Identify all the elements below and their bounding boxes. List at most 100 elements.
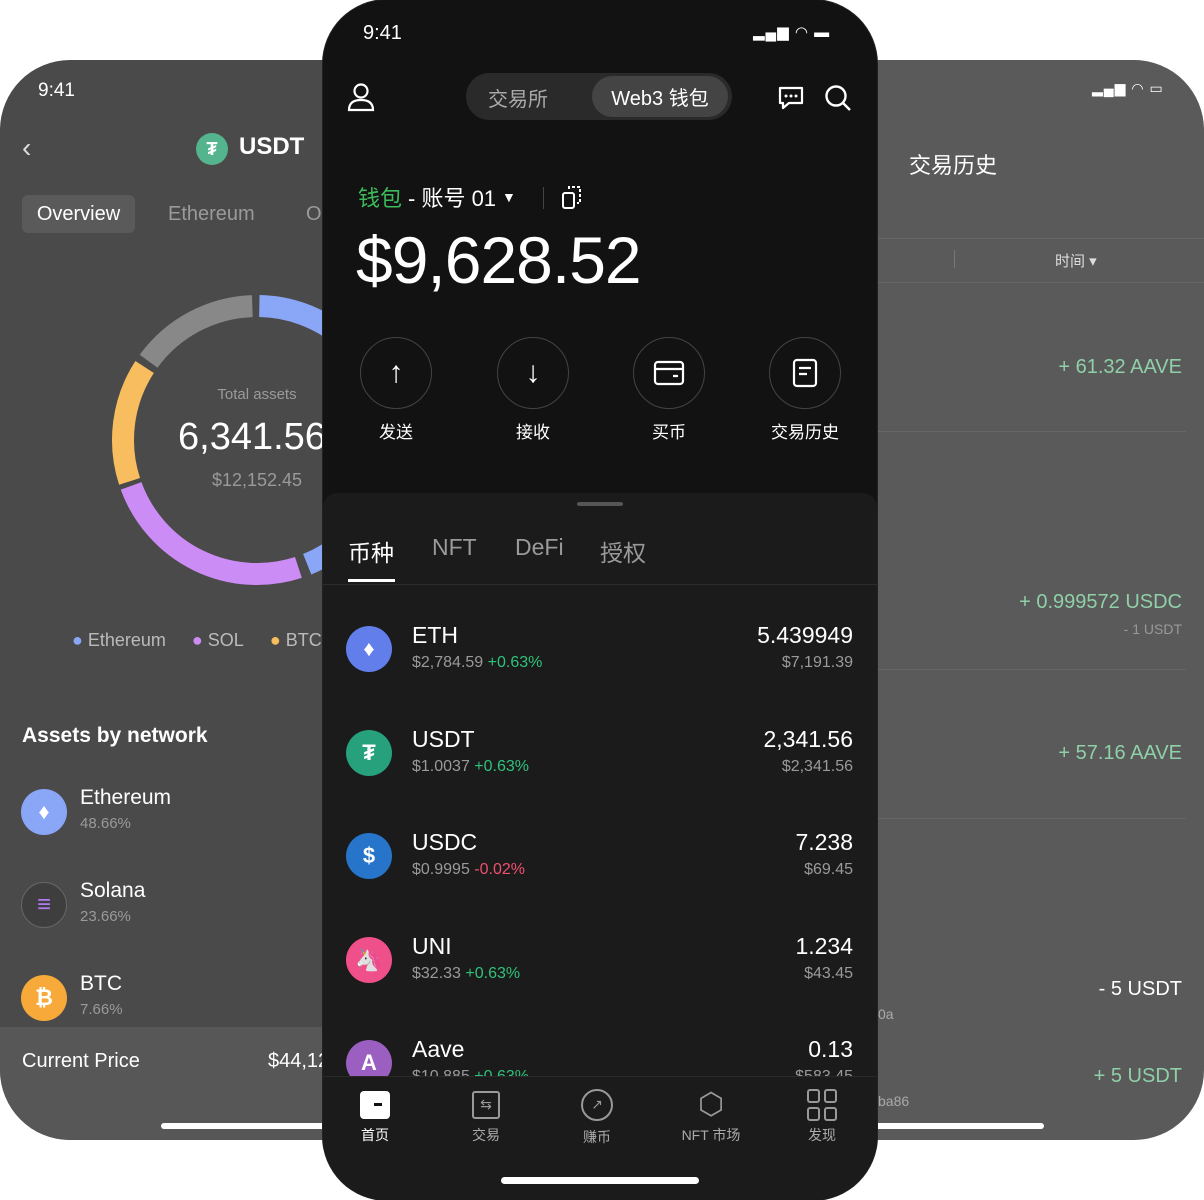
token-symbol: USDT xyxy=(412,725,475,752)
history-button[interactable] xyxy=(769,337,841,409)
solana-icon: ≡ xyxy=(21,882,67,928)
divider xyxy=(604,238,1204,239)
token-price: $10.885 xyxy=(412,1068,470,1076)
document-icon xyxy=(792,358,818,388)
token-row[interactable]: ₮ USDT $1.0037 +0.63% 2,341.56 $2,341.56 xyxy=(323,724,877,814)
send-label: 发送 xyxy=(379,423,413,442)
tx-address: ba86 xyxy=(878,1093,910,1109)
divider xyxy=(323,584,877,585)
total-assets-label: Total assets xyxy=(217,386,297,403)
token-price-row: $0.9995 -0.02% xyxy=(412,861,525,879)
home-indicator xyxy=(161,1123,441,1129)
tab-web3-wallet[interactable]: Web3 钱包 xyxy=(592,76,728,117)
total-balance: $9,628.52 xyxy=(356,223,642,297)
ethereum-icon: ♦ xyxy=(21,789,67,835)
tab-overview[interactable]: Overview xyxy=(22,195,135,233)
divider xyxy=(870,818,1186,819)
network-name: Solana xyxy=(80,879,146,902)
token-change: +0.63% xyxy=(465,964,521,982)
account-selector[interactable]: 钱包 - 账号 01 ▼ xyxy=(358,181,516,213)
chart-legend: ● Ethereum ● SOL ● BTC xyxy=(72,630,322,651)
tab-tokens[interactable]: 币种 xyxy=(348,540,394,566)
grid-icon xyxy=(807,1089,837,1121)
tx-amount: + 5 USDT xyxy=(1093,1065,1182,1087)
token-icon: ₮ xyxy=(346,729,392,776)
token-price-row: $10.885 +0.63% xyxy=(412,1068,529,1076)
card-icon xyxy=(653,360,685,386)
token-row[interactable]: 🦄 UNI $32.33 +0.63% 1.234 $43.45 xyxy=(323,931,877,1021)
tab-nft[interactable]: NFT xyxy=(432,534,477,560)
buy-label: 买币 xyxy=(652,423,686,442)
nav-nft-market[interactable]: ⬡ NFT 市场 xyxy=(681,1088,741,1144)
token-value: $2,341.56 xyxy=(781,757,853,775)
tab-other[interactable]: O xyxy=(306,203,322,225)
network-pct: 7.66% xyxy=(80,1001,123,1018)
token-row[interactable]: A Aave $10.885 +0.63% 0.13 $583.45 xyxy=(323,1034,877,1076)
token-icon: $ xyxy=(346,833,392,879)
donut-segment-btc xyxy=(112,361,154,485)
tab-approvals[interactable]: 授权 xyxy=(600,540,646,566)
token-amount: 5.439949 xyxy=(757,622,853,648)
nav-earn[interactable]: ↗ 赚币 xyxy=(542,1089,652,1147)
token-price-row: $1.0037 +0.63% xyxy=(412,758,529,776)
token-change: -0.02% xyxy=(474,861,525,878)
token-row[interactable]: ♦ ETH $2,784.59 +0.63% 5.439949 $7,191.3… xyxy=(323,620,877,710)
donut-segment-other xyxy=(139,295,253,368)
usdt-icon: ₮ xyxy=(196,133,228,165)
active-tab-indicator xyxy=(348,579,395,582)
token-list: ♦ ETH $2,784.59 +0.63% 5.439949 $7,191.3… xyxy=(323,600,877,1076)
token-price: $32.33 xyxy=(412,964,461,982)
token-amount: 0.13 xyxy=(808,1036,853,1062)
token-symbol: USDC xyxy=(412,829,478,855)
nav-discover[interactable]: 发现 xyxy=(767,1089,877,1145)
token-symbol: UNI xyxy=(412,932,452,959)
tab-ethereum[interactable]: Ethereum xyxy=(168,203,255,225)
search-icon[interactable] xyxy=(824,84,852,112)
legend-sol: ● SOL xyxy=(191,630,244,650)
status-time: 9:41 xyxy=(38,80,75,101)
back-icon[interactable]: ‹ xyxy=(22,132,32,163)
network-name: Ethereum xyxy=(80,786,172,809)
token-icon: ♦ xyxy=(346,626,392,672)
divider xyxy=(870,669,1186,670)
token-change: +0.63% xyxy=(474,1068,529,1076)
time-filter[interactable]: 时间 ▾ xyxy=(1055,253,1097,270)
section-title: Assets by network xyxy=(22,724,208,747)
home-indicator xyxy=(764,1123,1044,1129)
home-indicator xyxy=(501,1177,699,1184)
token-value: $69.45 xyxy=(804,861,853,878)
status-time: 9:41 xyxy=(363,22,402,44)
token-price-row: $32.33 +0.63% xyxy=(412,965,520,983)
sheet-handle[interactable] xyxy=(577,502,623,506)
profile-icon[interactable] xyxy=(347,82,375,112)
divider xyxy=(954,250,955,268)
tab-exchange[interactable]: 交易所 xyxy=(488,89,548,111)
wallet-label: 钱包 xyxy=(358,186,403,211)
current-price-value: $44,12 xyxy=(268,1050,330,1072)
nav-home[interactable]: 首页 xyxy=(323,1091,430,1145)
message-icon[interactable] xyxy=(777,85,805,111)
divider xyxy=(543,187,544,209)
tab-defi[interactable]: DeFi xyxy=(515,534,564,560)
home-icon xyxy=(360,1091,390,1119)
legend-btc: ● BTC xyxy=(269,630,322,650)
send-button[interactable]: ↑ xyxy=(360,337,432,409)
swap-icon: ⇆ xyxy=(472,1091,500,1119)
copy-icon[interactable] xyxy=(561,185,583,211)
token-value: $583.45 xyxy=(795,1068,853,1076)
buy-button[interactable] xyxy=(633,337,705,409)
divider xyxy=(604,282,1204,283)
legend-ethereum: ● Ethereum xyxy=(72,630,166,650)
token-price: $1.0037 xyxy=(412,757,470,775)
page-title: USDT xyxy=(239,133,305,160)
token-row[interactable]: $ USDC $0.9995 -0.02% 7.238 $69.45 xyxy=(323,827,877,917)
token-amount: 2,341.56 xyxy=(763,725,853,752)
receive-button[interactable]: ↓ xyxy=(497,337,569,409)
network-pct: 48.66% xyxy=(80,815,131,832)
token-value: $7,191.39 xyxy=(781,654,853,671)
token-icon: 🦄 xyxy=(346,936,392,983)
tx-amount: + 57.16 AAVE xyxy=(1058,742,1182,764)
nav-trade[interactable]: ⇆ 交易 xyxy=(431,1091,541,1145)
token-change: +0.63% xyxy=(487,654,543,671)
network-name: BTC xyxy=(80,972,122,995)
